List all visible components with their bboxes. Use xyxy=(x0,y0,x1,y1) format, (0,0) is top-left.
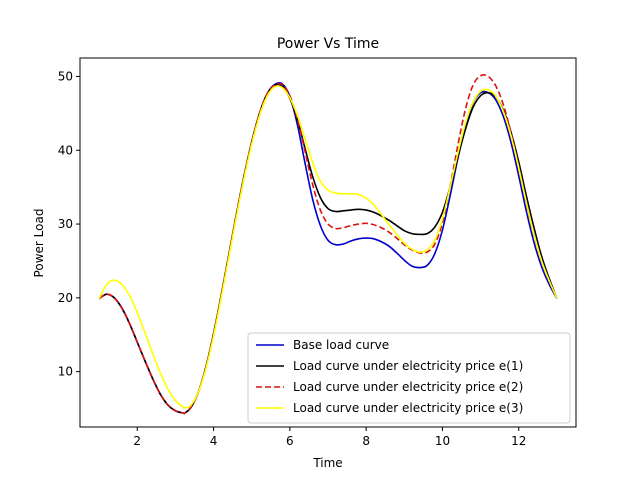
series-layer xyxy=(98,74,558,415)
plot-area-frame xyxy=(79,57,577,428)
y-tick-label: 50 xyxy=(58,69,73,83)
x-tick-label: 6 xyxy=(286,434,294,448)
series-line-4 xyxy=(98,85,558,409)
x-axis-ticks: 2 4 6 8 10 12 xyxy=(133,427,526,448)
x-tick-label: 8 xyxy=(362,434,370,448)
x-axis-label: Time xyxy=(312,456,342,470)
legend-entry-label: Load curve under electricity price e(3) xyxy=(293,401,523,415)
x-tick-label: 4 xyxy=(210,434,218,448)
y-tick-label: 10 xyxy=(58,365,73,379)
legend-box xyxy=(247,332,571,424)
legend-entry-label: Load curve under electricity price e(1) xyxy=(293,359,523,373)
x-tick-label: 2 xyxy=(133,434,141,448)
x-tick-label: 12 xyxy=(511,434,526,448)
y-tick-label: 20 xyxy=(58,291,73,305)
series-line-3 xyxy=(98,74,558,415)
y-tick-label: 30 xyxy=(58,217,73,231)
x-tick-label: 10 xyxy=(435,434,450,448)
y-axis-label: Power Load xyxy=(32,209,46,278)
chart-title: Power Vs Time xyxy=(277,36,379,52)
legend-entry-label: Base load curve xyxy=(293,338,389,352)
y-axis-ticks: 10 20 30 40 50 xyxy=(58,69,80,379)
legend: Base load curve Load curve under electric… xyxy=(247,332,571,424)
legend-entry-label: Load curve under electricity price e(2) xyxy=(293,380,523,394)
y-tick-label: 40 xyxy=(58,143,73,157)
